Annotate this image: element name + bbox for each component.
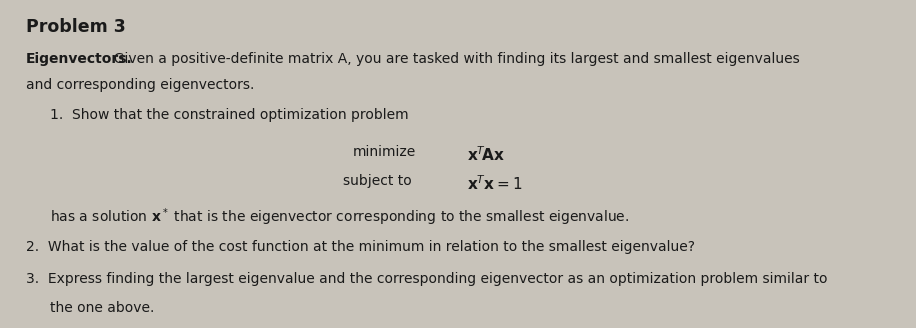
Text: minimize: minimize <box>353 145 416 159</box>
Text: has a solution $\mathbf{x}^*$ that is the eigenvector corresponding to the small: has a solution $\mathbf{x}^*$ that is th… <box>50 206 630 228</box>
Text: 3.  Express finding the largest eigenvalue and the corresponding eigenvector as : 3. Express finding the largest eigenvalu… <box>26 272 827 286</box>
Text: 2.  What is the value of the cost function at the minimum in relation to the sma: 2. What is the value of the cost functio… <box>26 240 694 254</box>
Text: Eigenvectors.: Eigenvectors. <box>26 52 133 67</box>
Text: Problem 3: Problem 3 <box>26 18 125 36</box>
Text: subject to: subject to <box>343 174 411 189</box>
Text: $\mathbf{x}^T\!\mathbf{A}\mathbf{x}$: $\mathbf{x}^T\!\mathbf{A}\mathbf{x}$ <box>467 145 505 164</box>
Text: Given a positive-definite matrix A, you are tasked with finding its largest and : Given a positive-definite matrix A, you … <box>105 52 800 67</box>
Text: 1.  Show that the constrained optimization problem: 1. Show that the constrained optimizatio… <box>50 108 409 122</box>
Text: $\mathbf{x}^T\mathbf{x} = 1$: $\mathbf{x}^T\mathbf{x} = 1$ <box>467 174 523 193</box>
Text: and corresponding eigenvectors.: and corresponding eigenvectors. <box>26 78 254 92</box>
Text: the one above.: the one above. <box>50 301 155 315</box>
